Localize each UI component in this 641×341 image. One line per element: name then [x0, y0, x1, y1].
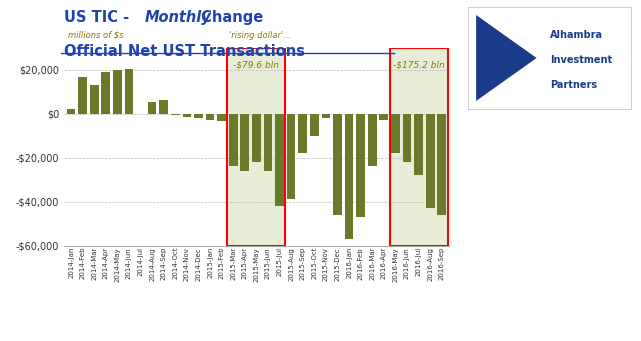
- Bar: [171, 114, 179, 115]
- Bar: [217, 114, 226, 121]
- Bar: [322, 114, 330, 118]
- Bar: [263, 114, 272, 171]
- Bar: [426, 114, 435, 208]
- Bar: [113, 70, 122, 114]
- Bar: [333, 114, 342, 215]
- Bar: [299, 114, 307, 153]
- Bar: [124, 69, 133, 114]
- Bar: [148, 102, 156, 114]
- Bar: [390, 48, 447, 246]
- Bar: [90, 85, 99, 114]
- Polygon shape: [476, 15, 537, 101]
- Bar: [356, 114, 365, 217]
- Bar: [206, 114, 214, 120]
- Bar: [379, 114, 388, 120]
- Bar: [194, 114, 203, 118]
- Bar: [228, 48, 285, 246]
- Bar: [310, 114, 319, 136]
- Text: Official Net UST Transactions: Official Net UST Transactions: [64, 44, 305, 59]
- Bar: [345, 114, 353, 239]
- Text: US TIC -: US TIC -: [64, 10, 135, 25]
- Bar: [229, 114, 238, 166]
- Bar: [437, 114, 446, 215]
- Bar: [78, 77, 87, 114]
- Text: Monthly: Monthly: [144, 10, 211, 25]
- Text: Investment: Investment: [550, 55, 612, 65]
- Text: millions of $s: millions of $s: [68, 31, 124, 40]
- Text: Change: Change: [196, 10, 263, 25]
- Text: Alhambra: Alhambra: [550, 30, 603, 41]
- Text: -$175.2 bln: -$175.2 bln: [393, 61, 444, 70]
- Bar: [252, 114, 261, 162]
- Bar: [391, 114, 400, 153]
- Bar: [183, 114, 191, 117]
- Bar: [160, 101, 168, 114]
- Bar: [101, 72, 110, 114]
- Text: 'rising dollar'...: 'rising dollar'...: [229, 31, 292, 40]
- Bar: [228, 48, 285, 246]
- Bar: [390, 48, 447, 246]
- Bar: [287, 114, 296, 199]
- Bar: [403, 114, 412, 162]
- Text: Partners: Partners: [550, 79, 597, 90]
- Bar: [414, 114, 423, 175]
- Bar: [67, 109, 76, 114]
- Text: -$79.6 bln: -$79.6 bln: [233, 61, 279, 70]
- Bar: [368, 114, 376, 166]
- Bar: [275, 114, 284, 206]
- Bar: [240, 114, 249, 171]
